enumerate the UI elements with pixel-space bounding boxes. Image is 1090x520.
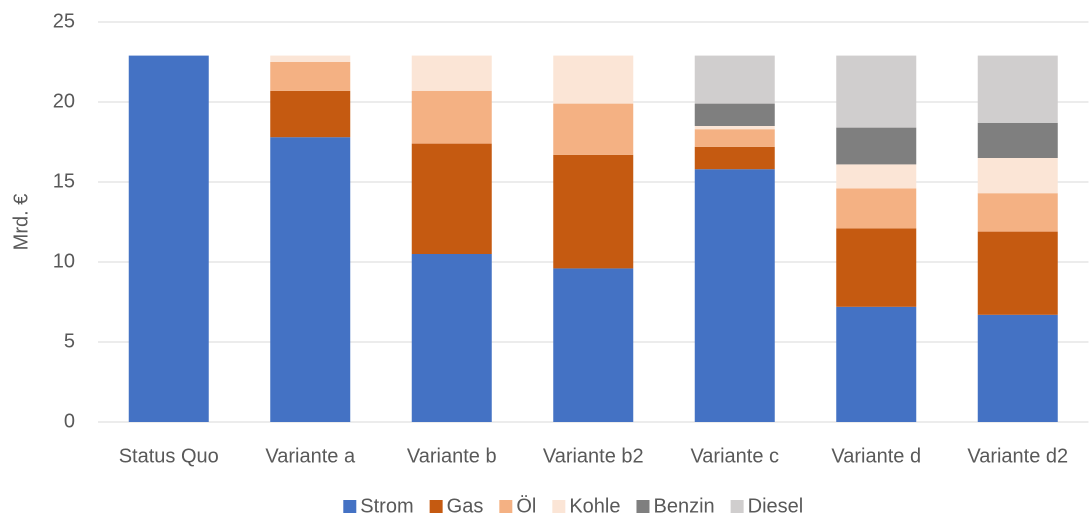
bar-segment [553,268,634,422]
bar-segment [694,126,775,130]
y-tick-label: 25 [53,10,75,32]
bar-segment [836,306,917,422]
x-tick-label: Variante b [407,445,497,467]
bar-segment [694,146,775,170]
x-tick-label: Variante d2 [967,445,1068,467]
bar-segment [977,55,1058,123]
bar-segment [411,143,492,254]
bar-segment [977,231,1058,315]
bar-segment [128,55,209,422]
legend-swatch [552,500,566,513]
bar-segment [977,193,1058,232]
x-tick-label: Status Quo [119,445,219,467]
legend-label: Strom [360,495,413,517]
bar-segment [836,188,917,229]
y-tick-label: 0 [64,410,75,432]
bar-segment [694,169,775,422]
bar-segment [836,55,917,128]
bar-segment [836,127,917,165]
x-tick-label: Variante c [690,445,779,467]
x-tick-label: Variante b2 [543,445,644,467]
legend-label: Diesel [748,495,804,517]
y-tick-label: 20 [53,90,75,112]
y-tick-label: 5 [64,330,75,352]
legend-label: Kohle [569,495,620,517]
y-axis-label: Mrd. € [10,194,32,251]
bar-segment [694,129,775,147]
bar-segment [836,228,917,307]
bar-segment [553,154,634,269]
bar-segment [270,62,351,91]
bar-segment [553,55,634,104]
bar-segment [270,90,351,138]
legend-swatch [499,500,513,513]
y-tick-label: 10 [53,250,75,272]
bar-segment [553,103,634,155]
bar-segment [836,164,917,189]
legend: Strom Gas Öl Kohle Benzin Diesel [343,495,803,517]
bar-segment [977,158,1058,194]
bar-segment [694,103,775,126]
bar-segment [270,55,351,62]
bar-segment [977,122,1058,158]
x-tick-label: Variante d [831,445,921,467]
legend-swatch [730,500,744,513]
y-tick-label: 15 [53,170,75,192]
bar-segment [411,90,492,144]
bar-segment [270,137,351,422]
bar-segment [977,314,1058,422]
bar-segment [411,55,492,91]
legend-label: Öl [516,495,536,517]
bar-segment [694,55,775,104]
legend-swatch [636,500,650,513]
legend-swatch [429,500,443,513]
legend-label: Benzin [653,495,714,517]
legend-swatch [343,500,357,513]
x-tick-label: Variante a [265,445,356,467]
legend-label: Gas [447,495,484,517]
bar-segment [411,254,492,422]
